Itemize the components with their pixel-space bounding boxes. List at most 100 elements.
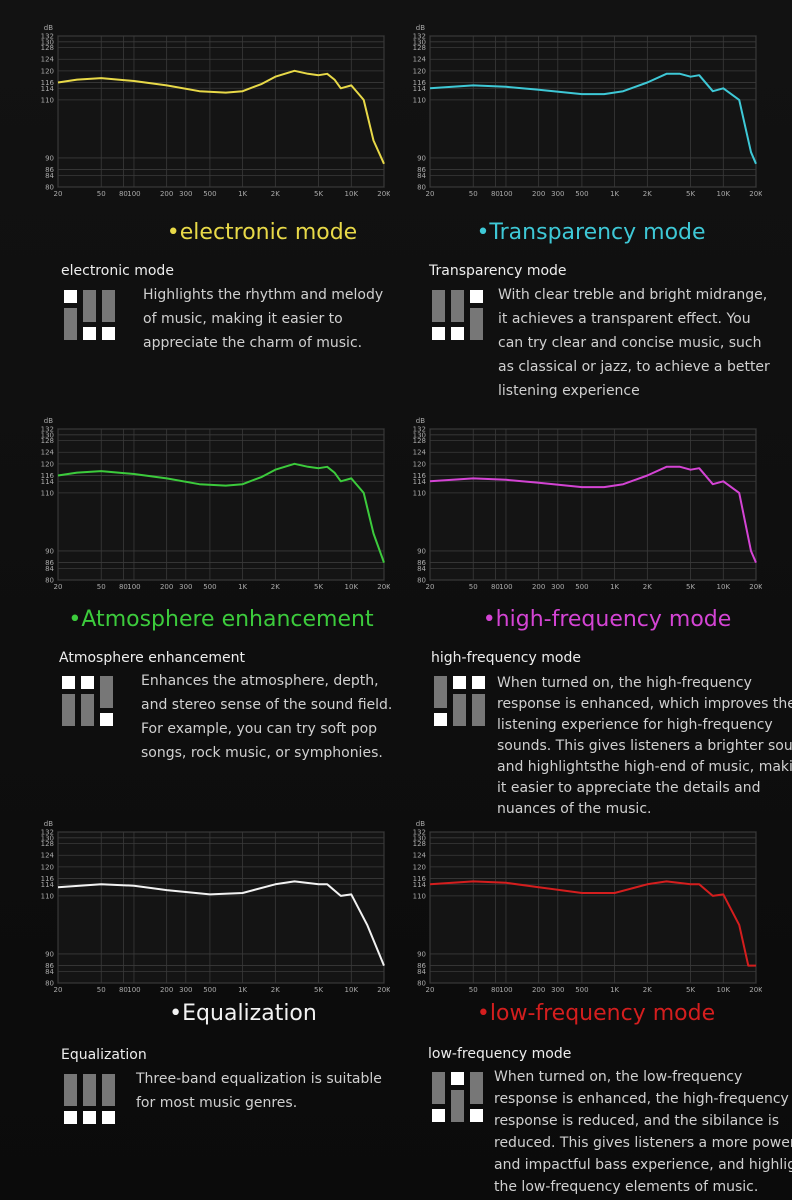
icon-column xyxy=(453,676,466,726)
x-tick-label: 20 xyxy=(54,986,63,994)
response-curve xyxy=(429,72,757,165)
description-line: songs, rock music, or symphonies. xyxy=(141,745,383,761)
y-tick-label: 84 xyxy=(417,172,426,180)
mode-icon xyxy=(62,676,113,726)
icon-bar xyxy=(470,1072,483,1104)
y-tick-label: 128 xyxy=(41,437,54,445)
icon-bar xyxy=(432,290,445,322)
y-tick-label: 86 xyxy=(45,166,54,174)
icon-block xyxy=(470,1109,483,1122)
description-line: and stereo sense of the sound field. xyxy=(141,697,393,713)
x-tick-label: 500 xyxy=(575,583,588,591)
x-tick-label: 100 xyxy=(127,190,140,198)
icon-block xyxy=(453,676,466,689)
y-tick-label: 84 xyxy=(45,172,54,180)
icon-block xyxy=(470,290,483,303)
y-axis-label: dB xyxy=(44,820,53,828)
y-tick-label: 90 xyxy=(417,547,426,555)
y-tick-label: 130 xyxy=(41,431,54,439)
x-tick-label: 200 xyxy=(160,583,173,591)
icon-bar xyxy=(432,1072,445,1104)
x-tick-label: 10K xyxy=(717,190,731,198)
y-tick-label: 90 xyxy=(417,950,426,958)
plot-background xyxy=(429,428,757,581)
icon-column xyxy=(102,290,115,340)
icon-block xyxy=(81,676,94,689)
description-line: response is enhanced, which improves the xyxy=(497,696,792,712)
x-tick-label: 80 xyxy=(491,583,500,591)
y-tick-label: 84 xyxy=(417,565,426,573)
mode-icon xyxy=(64,290,115,340)
y-tick-label: 116 xyxy=(413,79,427,87)
x-tick-label: 500 xyxy=(203,583,216,591)
icon-block xyxy=(432,327,445,340)
y-tick-label: 90 xyxy=(417,154,426,162)
y-tick-label: 130 xyxy=(413,431,426,439)
x-tick-label: 50 xyxy=(97,986,106,994)
y-tick-label: 80 xyxy=(417,184,426,192)
x-tick-label: 20 xyxy=(54,190,63,198)
y-tick-label: 84 xyxy=(45,968,54,976)
x-tick-label: 300 xyxy=(179,583,192,591)
description-line: response is enhanced, the high-frequency xyxy=(494,1091,789,1107)
icon-column xyxy=(472,676,485,726)
y-tick-label: 132 xyxy=(41,33,54,41)
response-curve xyxy=(429,465,757,563)
plot-background xyxy=(429,831,757,984)
icon-column xyxy=(470,290,483,340)
x-tick-label: 10K xyxy=(345,583,359,591)
y-tick-label: 124 xyxy=(413,449,427,457)
y-tick-label: 116 xyxy=(41,875,55,883)
x-tick-label: 20 xyxy=(426,583,435,591)
icon-block xyxy=(432,1109,445,1122)
x-tick-label: 200 xyxy=(532,190,545,198)
x-tick-label: 200 xyxy=(532,986,545,994)
y-tick-label: 128 xyxy=(413,840,426,848)
description-line: When turned on, the low-frequency xyxy=(494,1069,743,1085)
icon-column xyxy=(102,1074,115,1124)
y-tick-label: 110 xyxy=(41,892,54,900)
x-tick-label: 2K xyxy=(271,583,280,591)
description-line: of music, making it easier to xyxy=(143,311,343,327)
icon-bar xyxy=(470,308,483,340)
y-axis-label: dB xyxy=(44,417,53,425)
y-tick-label: 114 xyxy=(41,85,55,93)
icon-block xyxy=(100,713,113,726)
x-tick-label: 80 xyxy=(119,583,128,591)
description-line: Enhances the atmosphere, depth, xyxy=(141,673,379,689)
mode-icon xyxy=(64,1074,115,1124)
icon-block xyxy=(434,713,447,726)
icon-column xyxy=(470,1072,483,1122)
panel-heading: Atmosphere enhancement xyxy=(59,650,245,666)
description-line: can try clear and concise music, such xyxy=(498,335,762,351)
y-tick-label: 90 xyxy=(45,154,54,162)
icon-column xyxy=(81,676,94,726)
description-line: it achieves a transparent effect. You xyxy=(498,311,751,327)
panel-heading: high-frequency mode xyxy=(431,650,581,666)
y-axis-label: dB xyxy=(44,24,53,32)
x-tick-label: 50 xyxy=(97,583,106,591)
x-tick-label: 5K xyxy=(686,986,695,994)
y-tick-label: 80 xyxy=(45,577,54,585)
y-tick-label: 120 xyxy=(413,863,426,871)
x-tick-label: 2K xyxy=(643,986,652,994)
icon-bar xyxy=(64,308,77,340)
x-tick-label: 5K xyxy=(686,583,695,591)
x-tick-label: 200 xyxy=(160,986,173,994)
icon-block xyxy=(451,1072,464,1085)
y-tick-label: 86 xyxy=(417,559,426,567)
x-tick-label: 500 xyxy=(575,190,588,198)
y-tick-label: 110 xyxy=(413,96,426,104)
description-line: reduced. This gives listeners a more pow… xyxy=(494,1135,792,1151)
y-tick-label: 128 xyxy=(413,44,426,52)
panel-heading: Transparency mode xyxy=(429,263,567,279)
x-tick-label: 100 xyxy=(499,583,512,591)
x-tick-label: 10K xyxy=(717,986,731,994)
mode-title: Atmosphere enhancement xyxy=(68,607,373,632)
plot-background xyxy=(429,35,757,188)
